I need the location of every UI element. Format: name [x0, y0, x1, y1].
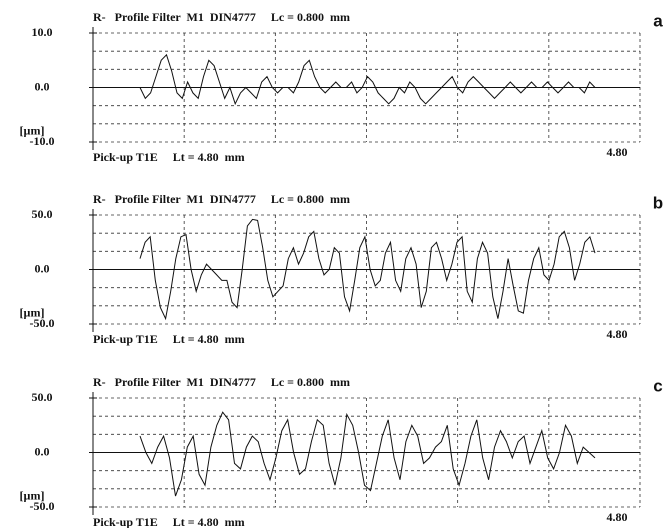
- y-tick-label: -50.0: [30, 499, 55, 513]
- end-label: 4.80: [607, 510, 628, 524]
- panel-letter: c: [653, 376, 662, 395]
- y-tick-label: 10.0: [32, 25, 53, 39]
- panel-header: R- Profile Filter M1 DIN4777 Lc = 0.800 …: [93, 10, 350, 24]
- profile-line: [139, 53, 596, 106]
- panel-header: R- Profile Filter M1 DIN4777 Lc = 0.800 …: [93, 192, 350, 206]
- panel-letter: b: [653, 193, 663, 212]
- profile-line: [139, 218, 596, 321]
- y-tick-label: 50.0: [32, 390, 53, 404]
- end-label: 4.80: [607, 327, 628, 341]
- end-label: 4.80: [607, 145, 628, 159]
- y-tick-label: 0.0: [35, 444, 50, 458]
- y-tick-label: 0.0: [35, 79, 50, 93]
- y-axis-label: [µm]: [20, 306, 45, 320]
- y-axis-label: [µm]: [20, 489, 45, 503]
- profile-line: [139, 411, 596, 497]
- y-axis-label: [µm]: [20, 124, 45, 138]
- y-tick-label: -10.0: [30, 134, 55, 148]
- y-tick-label: 50.0: [32, 207, 53, 221]
- panel-header: R- Profile Filter M1 DIN4777 Lc = 0.800 …: [93, 375, 350, 389]
- footer-label: Pick-up T1E Lt = 4.80 mm: [93, 150, 245, 164]
- footer-label: Pick-up T1E Lt = 4.80 mm: [93, 332, 245, 346]
- footer-label: Pick-up T1E Lt = 4.80 mm: [93, 515, 245, 528]
- y-tick-label: -50.0: [30, 316, 55, 330]
- y-tick-label: 0.0: [35, 261, 50, 275]
- panel-letter: a: [653, 11, 663, 30]
